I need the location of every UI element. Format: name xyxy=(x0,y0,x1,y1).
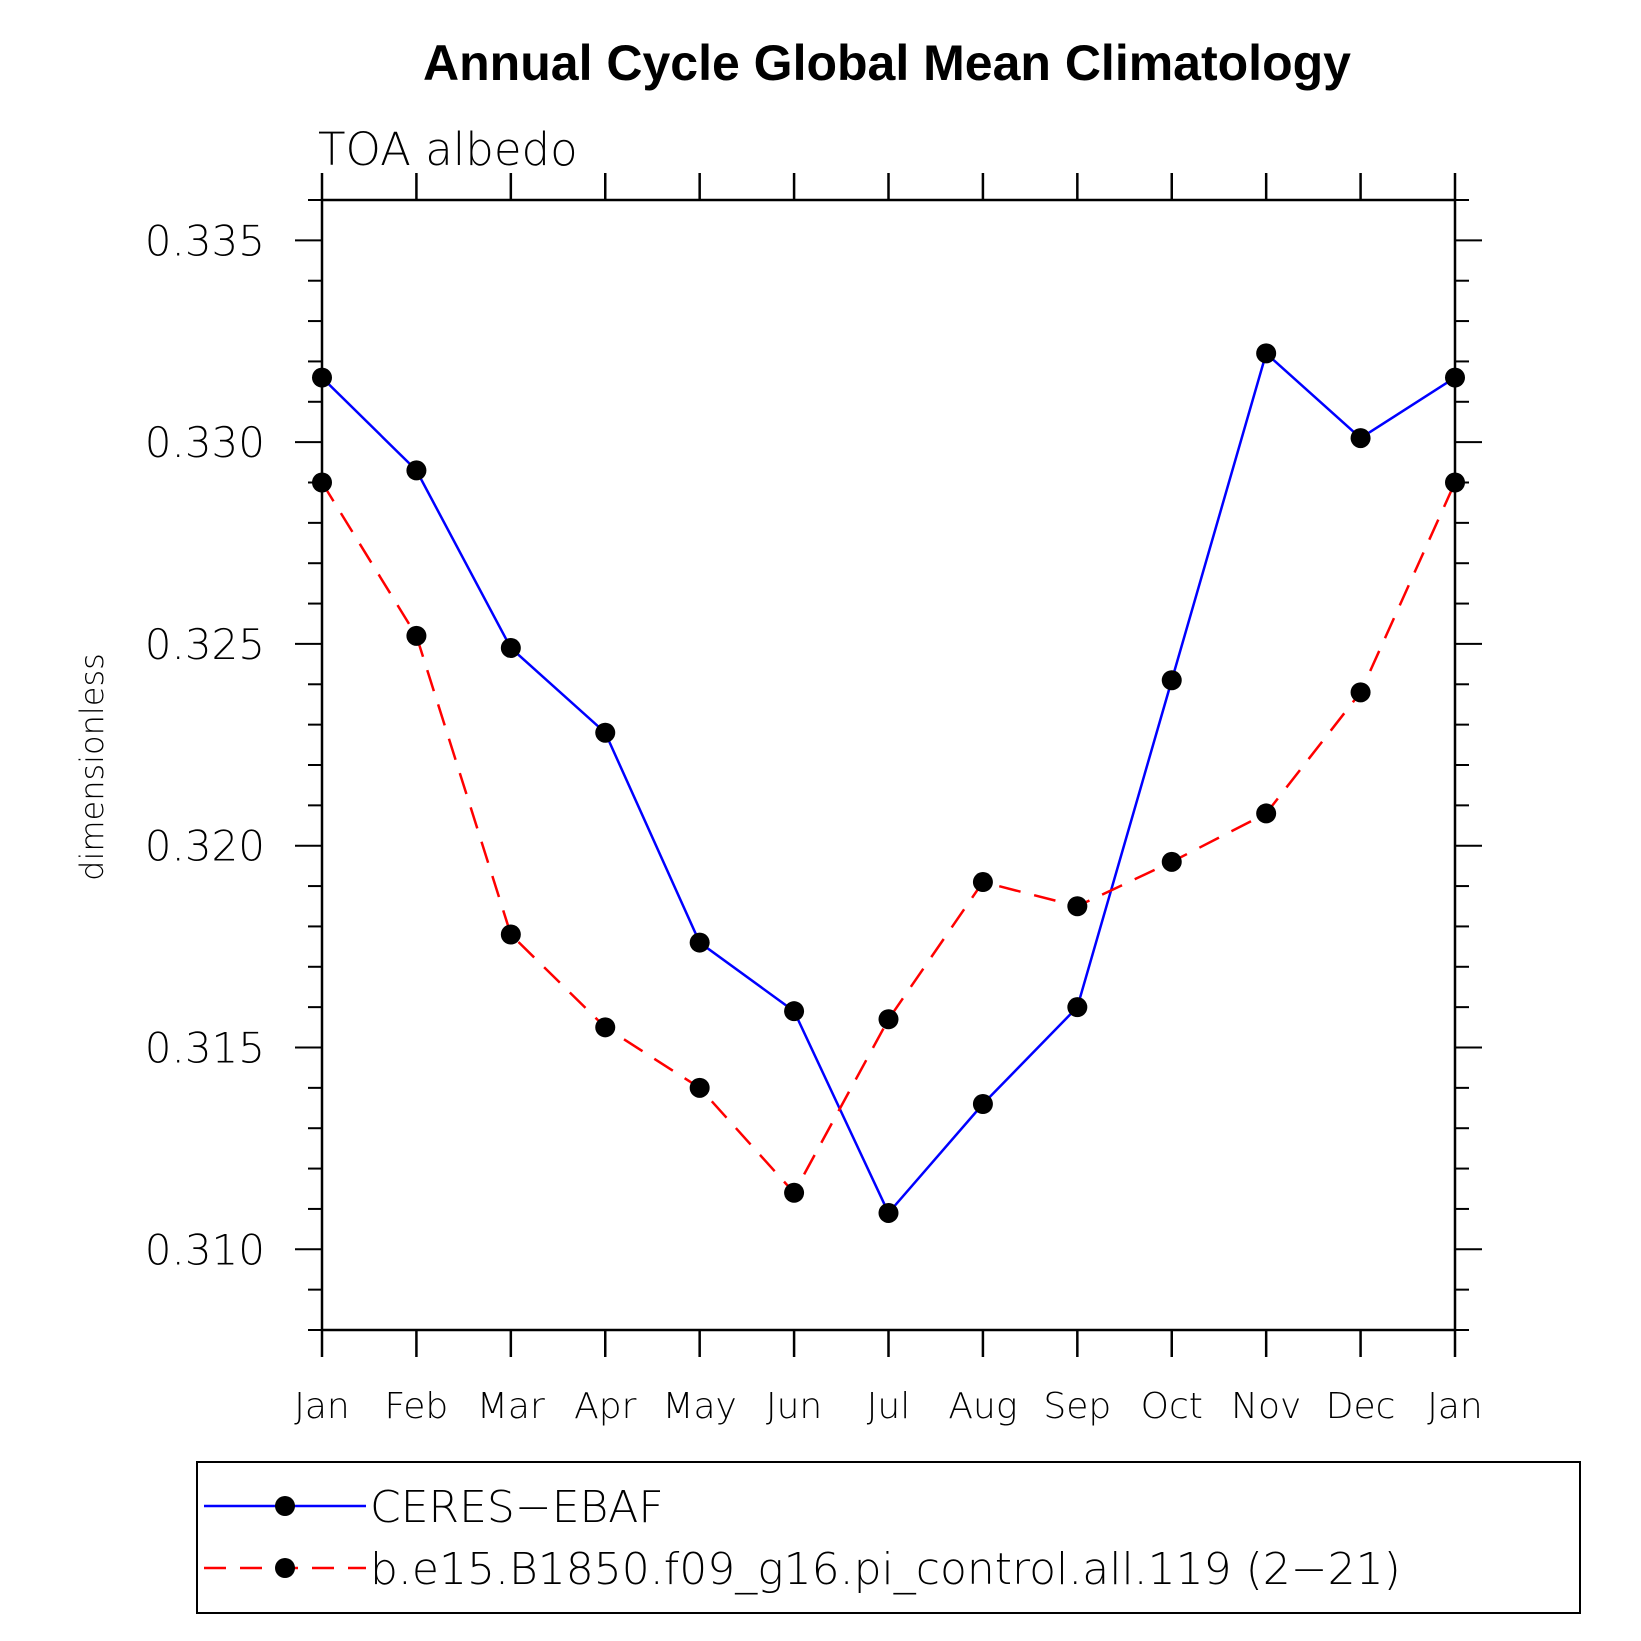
x-tick-label: Feb xyxy=(385,1386,449,1427)
legend-label: b.e15.B1850.f09_g16.pi_control.all.119 (… xyxy=(370,1544,1401,1595)
chart-title: Annual Cycle Global Mean Climatology xyxy=(423,35,1351,91)
y-axis-label: dimensionless xyxy=(73,653,111,881)
x-tick-label: May xyxy=(662,1386,736,1427)
data-point xyxy=(689,932,710,953)
x-tick-label: Oct xyxy=(1141,1386,1203,1427)
data-point xyxy=(312,367,332,388)
data-point xyxy=(1256,803,1277,824)
y-tick-labels: 0.310 0.315 0.320 0.325 0.330 0.335 xyxy=(145,216,265,1274)
x-tick-label: Jan xyxy=(294,1386,350,1427)
legend-marker xyxy=(275,1558,295,1578)
x-tick-labels: Jan Feb Mar Apr May Jun Jul Aug Sep Oct Nov Dec Jan xyxy=(294,1386,1483,1427)
axis-ticks xyxy=(295,173,1482,1357)
data-point xyxy=(595,1017,616,1038)
x-tick-label: Mar xyxy=(477,1386,545,1427)
data-point xyxy=(1350,682,1371,703)
y-tick-label: 0.310 xyxy=(145,1225,265,1274)
data-point xyxy=(595,722,616,743)
legend-label: CERES−EBAF xyxy=(370,1482,664,1533)
legend: CERES−EBAF b.e15.B1850.f09_g16.pi_control… xyxy=(204,1482,1401,1595)
x-tick-label: Jan xyxy=(1427,1386,1483,1427)
plot-frame xyxy=(320,198,1457,1332)
series-layer xyxy=(312,343,1465,1223)
x-tick-label: Apr xyxy=(574,1386,636,1427)
data-point xyxy=(784,1001,805,1022)
data-point xyxy=(1161,851,1182,872)
data-point xyxy=(1350,428,1371,449)
x-tick-label: Aug xyxy=(948,1386,1017,1427)
data-point xyxy=(1161,670,1182,691)
data-point xyxy=(1445,472,1465,493)
data-point xyxy=(500,637,521,658)
data-point xyxy=(878,1009,899,1030)
series-line-0 xyxy=(321,351,1456,1216)
legend-box xyxy=(196,1461,1581,1614)
data-point xyxy=(972,1094,993,1114)
y-tick-label: 0.325 xyxy=(145,620,265,669)
data-point xyxy=(500,924,521,945)
data-point xyxy=(972,872,993,893)
legend-marker xyxy=(275,1496,295,1516)
x-tick-label: Nov xyxy=(1231,1386,1301,1427)
data-point xyxy=(1256,343,1277,364)
y-tick-label: 0.315 xyxy=(145,1024,265,1073)
data-point xyxy=(406,460,427,481)
data-point xyxy=(312,472,332,493)
x-tick-label: Sep xyxy=(1043,1386,1111,1427)
data-point xyxy=(784,1182,805,1203)
y-tick-label: 0.330 xyxy=(145,418,265,467)
series-line-1 xyxy=(320,481,1457,1195)
data-point xyxy=(1067,997,1088,1018)
data-point xyxy=(1445,367,1465,388)
data-point xyxy=(689,1077,710,1098)
x-tick-label: Dec xyxy=(1326,1386,1396,1427)
data-point xyxy=(878,1202,899,1223)
y-tick-label: 0.335 xyxy=(145,216,265,265)
data-point xyxy=(1067,896,1088,917)
x-tick-label: Jul xyxy=(867,1386,910,1427)
x-tick-label: Jun xyxy=(766,1386,822,1427)
y-tick-label: 0.320 xyxy=(145,822,265,871)
chart-subtitle: TOA albedo xyxy=(318,123,578,176)
data-point xyxy=(406,625,427,646)
